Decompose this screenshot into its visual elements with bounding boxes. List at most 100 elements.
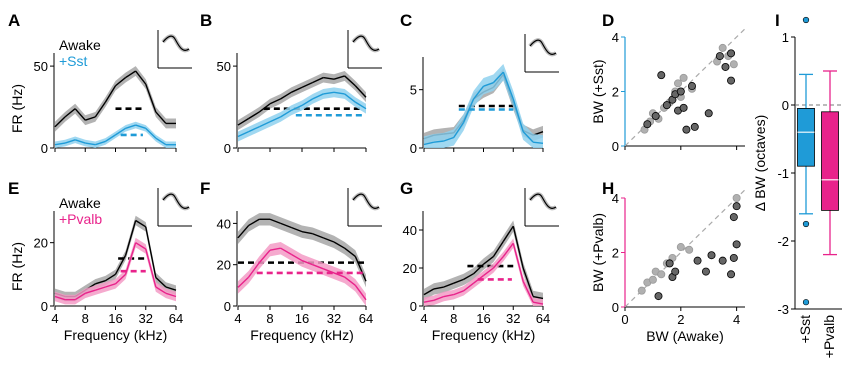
box-iqr	[797, 108, 815, 167]
tuning-curve-segment	[85, 142, 96, 146]
tuning-curve-segment	[333, 241, 345, 249]
legend-entry: +Sst	[59, 53, 88, 69]
y-tick-label: 50	[34, 59, 48, 74]
waveform-trace	[162, 35, 190, 51]
panel-letter-G: G	[400, 179, 413, 198]
data-point	[679, 73, 688, 82]
panel-letter-I: I	[775, 11, 780, 30]
tuning-curve-segment	[165, 292, 177, 298]
tuning-curve-segment	[269, 98, 281, 105]
tuning-curve-segment	[94, 101, 106, 118]
y-tick-label: 20	[217, 258, 231, 273]
y-axis-label: FR (Hz)	[9, 242, 25, 291]
data-point-significant	[727, 270, 736, 279]
y-tick-label: 0	[224, 141, 231, 156]
x-tick-label: 64	[359, 311, 373, 326]
legend-entry: Awake	[59, 37, 101, 53]
tuning-curve-segment	[248, 262, 260, 278]
tuning-curve-segment	[301, 81, 313, 89]
series-pvalb	[237, 241, 367, 306]
y-tick-label: 50	[217, 59, 231, 74]
data-point-significant	[693, 256, 702, 265]
data-point-significant	[671, 267, 680, 276]
data-point	[732, 193, 741, 202]
spike-waveform-inset	[524, 188, 559, 227]
sem-band	[55, 66, 176, 132]
tuning-curve-segment	[291, 226, 303, 233]
data-point	[648, 275, 657, 284]
unity-line	[624, 189, 746, 308]
tuning-curve-segment	[155, 286, 167, 294]
tuning-curve-segment	[492, 71, 504, 84]
data-point	[685, 245, 694, 254]
tuning-curve-segment	[155, 137, 167, 146]
tuning-curve-segment	[248, 126, 260, 133]
tuning-curve-segment	[333, 91, 345, 95]
tuning-curve-segment	[258, 249, 271, 264]
panel-D: D 0 2 4 BW (+Sst)	[590, 11, 746, 154]
y-tick-label: 20	[403, 261, 417, 276]
tuning-curve-segment	[280, 222, 292, 229]
tuning-curve-segment	[502, 225, 514, 242]
y-axis-label: Δ BW (octaves)	[752, 115, 768, 211]
tuning-curve-segment	[312, 264, 324, 270]
series-awake	[423, 220, 544, 305]
x-category-label: +Pvalb	[821, 315, 837, 358]
tuning-curve-segment	[354, 85, 367, 98]
tuning-curve-segment	[237, 117, 250, 126]
tuning-curve-segment	[423, 299, 435, 303]
tuning-curve-segment	[354, 284, 367, 301]
data-point-significant	[729, 213, 738, 222]
y-tick-label: 0	[612, 139, 619, 154]
tuning-curve-segment	[290, 253, 303, 262]
tuning-curve-segment	[532, 301, 544, 305]
tuning-curve-segment	[443, 282, 455, 288]
x-tick-label: 8	[266, 311, 273, 326]
x-axis-label: Frequency (kHz)	[64, 327, 167, 343]
y-tick-label: 0	[41, 299, 48, 314]
panel-letter-F: F	[200, 179, 210, 198]
tuning-curve-segment	[124, 242, 137, 275]
x-axis-label: Frequency (kHz)	[432, 327, 535, 343]
y-axis-label: FR (Hz)	[9, 84, 25, 133]
tuning-curve-segment	[344, 276, 356, 286]
series-sst	[423, 64, 544, 148]
waveform-trace	[162, 193, 190, 209]
tuning-curve-segment	[354, 256, 367, 282]
tuning-curve-segment	[512, 98, 524, 132]
data-point-significant	[727, 76, 736, 85]
tuning-curve-segment	[512, 243, 524, 282]
waveform-trace	[352, 35, 380, 51]
tuning-curve-segment	[433, 286, 444, 290]
data-point-significant	[707, 251, 716, 260]
y-tick-label: -2	[777, 234, 789, 249]
y-tick-label: 4	[612, 191, 619, 206]
tuning-curve-segment	[269, 116, 281, 123]
panel-B: B 0 50	[200, 11, 382, 156]
box-sst	[797, 16, 815, 306]
y-tick-label: 2	[612, 85, 619, 100]
data-point-significant	[727, 49, 736, 58]
tuning-curve-segment	[433, 295, 445, 301]
tuning-curve-segment	[312, 93, 324, 100]
x-category-label: +Sst	[797, 315, 813, 344]
data-point-significant	[654, 292, 663, 301]
data-point	[637, 286, 646, 295]
tuning-curve-segment	[354, 101, 367, 110]
data-point	[718, 43, 727, 52]
tuning-curve-segment	[522, 280, 534, 303]
series-awake	[237, 71, 367, 130]
x-tick-label: 2	[677, 312, 684, 327]
tuning-curve-segment	[483, 82, 494, 87]
tuning-curve-segment	[443, 136, 454, 142]
sem-band	[238, 71, 366, 130]
tuning-curve-segment	[135, 219, 147, 228]
x-axis-label: BW (Awake)	[646, 328, 724, 344]
spike-waveform-inset	[157, 188, 192, 227]
tuning-curve-segment	[423, 141, 435, 146]
series-sst	[237, 87, 367, 142]
tuning-curve-segment	[344, 93, 356, 103]
tuning-curve-segment	[301, 259, 313, 266]
